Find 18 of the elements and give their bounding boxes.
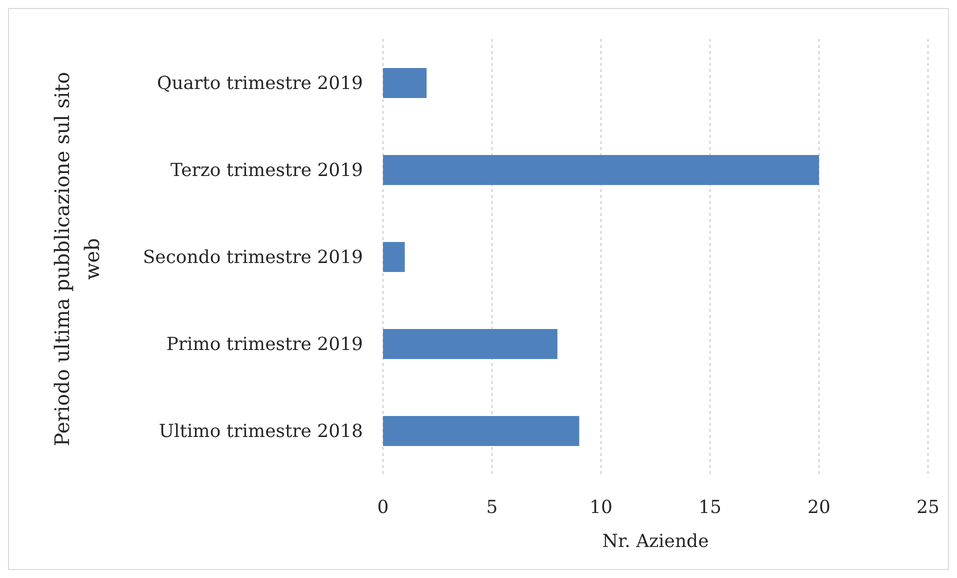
bar bbox=[383, 68, 427, 98]
x-tick-label: 20 bbox=[808, 496, 830, 518]
bar bbox=[383, 416, 580, 446]
x-tick-label: 5 bbox=[486, 496, 498, 518]
x-tick-label: 0 bbox=[377, 496, 389, 518]
y-tick-label: Quarto trimestre 2019 bbox=[156, 72, 363, 94]
bar bbox=[383, 155, 819, 185]
y-axis-title: Periodo ultima pubblicazione sul sito web bbox=[49, 70, 105, 448]
y-tick-label: Ultimo trimestre 2018 bbox=[158, 420, 363, 442]
x-tick-label: 10 bbox=[590, 496, 612, 518]
y-tick-label: Terzo trimestre 2019 bbox=[170, 160, 363, 181]
y-tick-label: Primo trimestre 2019 bbox=[166, 334, 363, 355]
x-tick-label: 25 bbox=[916, 496, 940, 518]
bar bbox=[383, 329, 558, 359]
y-tick-label: Secondo trimestre 2019 bbox=[142, 246, 363, 268]
bar bbox=[383, 242, 405, 272]
x-axis-title: Nr. Aziende bbox=[602, 531, 709, 552]
x-tick-label: 15 bbox=[698, 496, 722, 518]
